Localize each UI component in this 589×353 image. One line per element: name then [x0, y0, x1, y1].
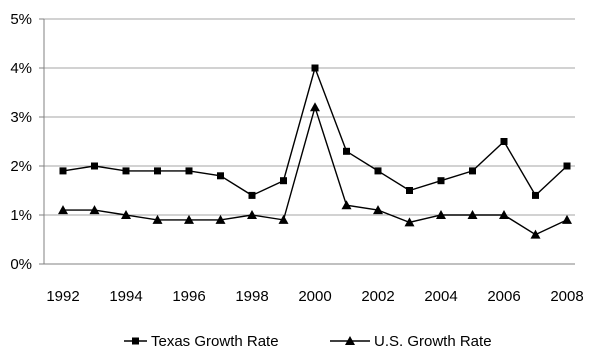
data-point	[248, 191, 256, 199]
data-point	[563, 162, 571, 170]
data-point	[374, 167, 382, 175]
data-point	[532, 191, 539, 199]
data-point	[217, 172, 224, 180]
legend-label: U.S. Growth Rate	[374, 333, 492, 348]
data-point	[278, 214, 289, 224]
data-point	[437, 177, 445, 185]
x-tick-label: 2002	[361, 288, 394, 305]
data-point	[373, 205, 383, 215]
x-tick-label: 1996	[172, 288, 205, 305]
series-texas	[59, 64, 571, 199]
data-point	[530, 229, 541, 239]
data-point	[499, 210, 509, 219]
legend-item: U.S. Growth Rate	[330, 333, 492, 350]
data-point	[184, 214, 194, 224]
axes	[39, 18, 575, 265]
x-tick-label: 2006	[487, 288, 520, 305]
data-point	[91, 162, 98, 170]
y-tick-label: 3%	[10, 109, 32, 126]
data-point	[500, 138, 508, 145]
tick-labels: 0% 1% 2% 3% 4% 5% 1992 1994 1996 1998 2000 2002 2004…	[10, 11, 583, 305]
data-point	[121, 210, 131, 219]
series-line	[62, 65, 568, 197]
data-point	[247, 210, 257, 219]
gridlines	[44, 18, 575, 216]
data-point	[215, 214, 226, 224]
y-tick-label: 0%	[10, 256, 32, 273]
data-point	[406, 187, 413, 194]
data-point	[343, 147, 350, 155]
data-point	[467, 210, 478, 219]
data-point	[341, 200, 352, 210]
data-point	[404, 217, 415, 227]
data-point	[154, 167, 161, 175]
x-tick-label: 2008	[550, 288, 583, 305]
legend-item: Texas Growth Rate	[124, 333, 279, 350]
data-point	[469, 167, 476, 175]
data-point	[562, 214, 572, 224]
x-tick-label: 1992	[46, 288, 79, 305]
data-point	[89, 205, 100, 215]
x-tick-label: 1998	[235, 288, 268, 305]
data-point	[310, 102, 320, 112]
legend: Texas Growth Rate U.S. Growth Rate	[124, 333, 492, 350]
legend-label: Texas Growth Rate	[151, 333, 279, 348]
legend-triangle-marker	[345, 336, 355, 345]
data-point	[152, 214, 163, 224]
data-point	[436, 210, 446, 219]
y-tick-label: 5%	[10, 11, 32, 28]
data-point	[280, 177, 287, 185]
data-point	[59, 167, 67, 175]
series-group	[58, 64, 572, 239]
y-tick-label: 4%	[10, 60, 32, 77]
data-point	[58, 205, 68, 215]
y-tick-label: 1%	[10, 207, 32, 224]
y-tick-label: 2%	[10, 158, 32, 175]
series-us	[58, 102, 572, 239]
x-tick-label: 2004	[424, 288, 457, 305]
data-point	[185, 167, 193, 175]
data-point	[311, 64, 319, 72]
legend-square-marker	[132, 337, 139, 345]
x-tick-label: 2000	[298, 288, 331, 305]
x-tick-label: 1994	[109, 288, 142, 305]
data-point	[122, 167, 130, 175]
